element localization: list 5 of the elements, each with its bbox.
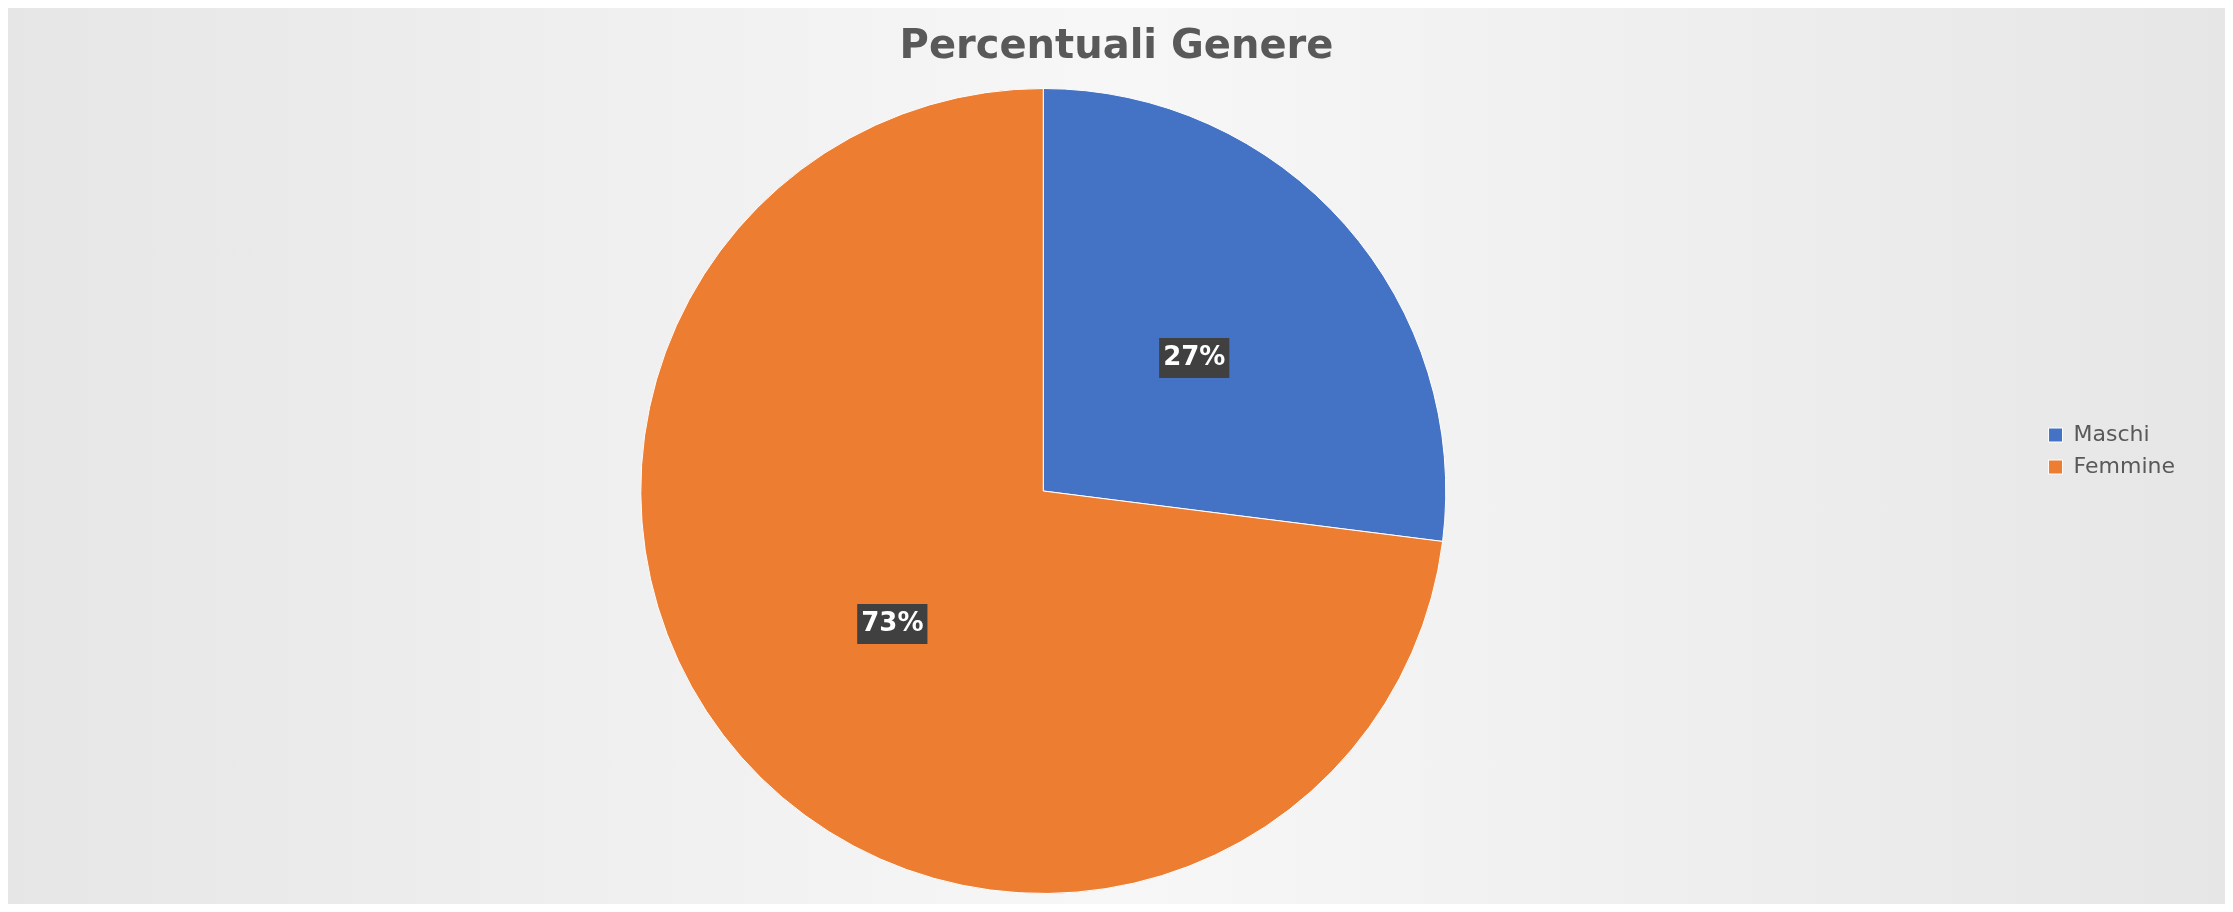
data-label: 27% [1163, 340, 1226, 371]
legend-label: Femmine [2073, 452, 2176, 478]
chart-title: Percentuali Genere [899, 21, 1334, 68]
data-label: 73% [861, 606, 924, 637]
legend-label: Maschi [2073, 420, 2150, 446]
